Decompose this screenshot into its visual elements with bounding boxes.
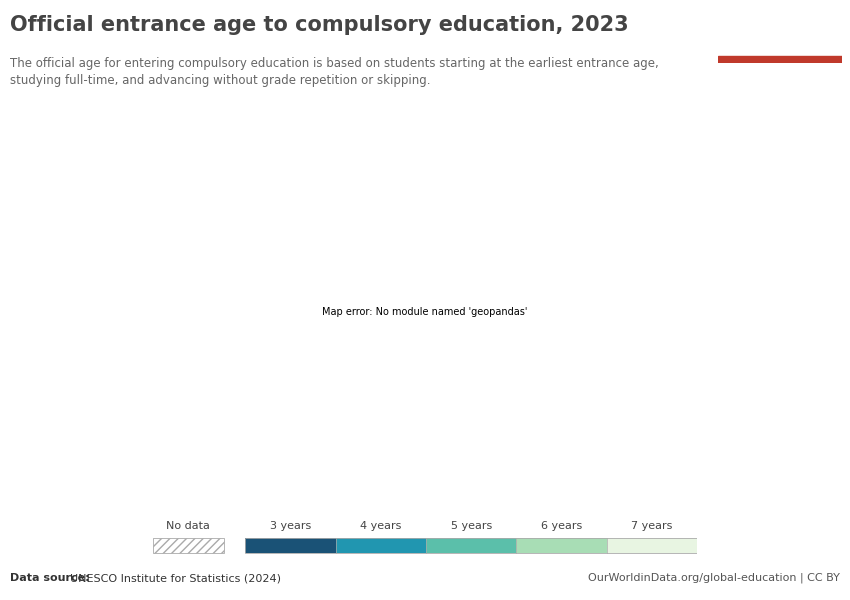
Text: OurWorldinData.org/global-education | CC BY: OurWorldinData.org/global-education | CC… <box>588 572 840 583</box>
Text: in Data: in Data <box>756 35 804 47</box>
Text: 3 years: 3 years <box>270 521 311 530</box>
Text: 7 years: 7 years <box>632 521 672 530</box>
Bar <box>246 538 697 553</box>
Bar <box>153 538 224 553</box>
Text: 6 years: 6 years <box>541 521 582 530</box>
Text: Map error: No module named 'geopandas': Map error: No module named 'geopandas' <box>322 307 528 317</box>
Bar <box>336 538 426 553</box>
Bar <box>426 538 517 553</box>
Text: UNESCO Institute for Statistics (2024): UNESCO Institute for Statistics (2024) <box>70 573 280 583</box>
Text: No data: No data <box>167 521 210 530</box>
Text: 4 years: 4 years <box>360 521 401 530</box>
Bar <box>246 538 336 553</box>
Bar <box>718 56 842 63</box>
Text: Official entrance age to compulsory education, 2023: Official entrance age to compulsory educ… <box>10 15 629 35</box>
Bar <box>607 538 697 553</box>
Text: The official age for entering compulsory education is based on students starting: The official age for entering compulsory… <box>10 57 659 87</box>
Text: Data source:: Data source: <box>10 573 94 583</box>
Text: 5 years: 5 years <box>450 521 492 530</box>
Bar <box>517 538 607 553</box>
Text: Our World: Our World <box>746 14 813 28</box>
